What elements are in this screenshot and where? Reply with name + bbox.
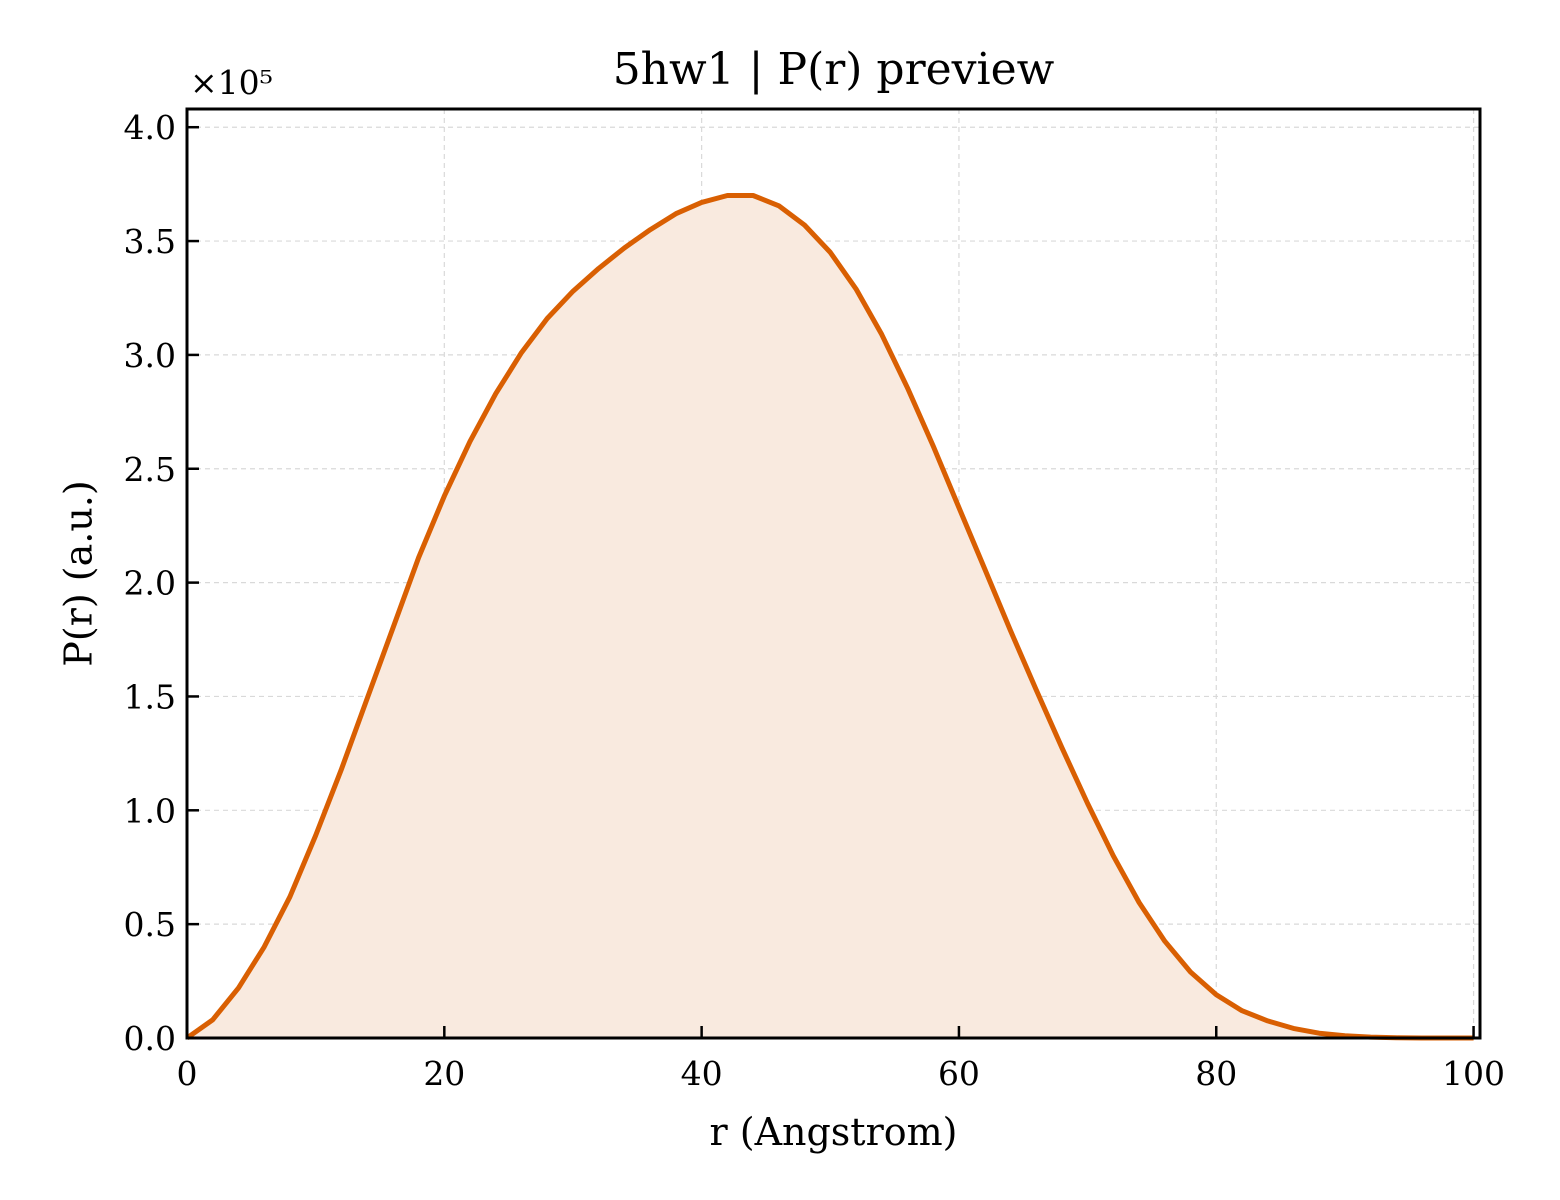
plot-frame <box>185 107 1482 1040</box>
x-tick-label: 0 <box>177 1054 198 1093</box>
y-axis-label: P(r) (a.u.) <box>56 480 100 666</box>
x-axis-label: r (Angstrom) <box>710 1110 958 1154</box>
y-offset-label: ×10⁵ <box>190 63 273 102</box>
chart-title: 5hw1 | P(r) preview <box>613 44 1055 95</box>
x-tick-label: 40 <box>681 1054 723 1093</box>
series-line <box>185 193 1474 1041</box>
ticks: 0 20 40 60 80 100 0.0 0.5 1.0 1.5 2.0 2.5 3.0 3.5 4.0 <box>124 108 1506 1093</box>
y-tick-label: 1.0 <box>124 791 176 830</box>
x-tick-label: 60 <box>938 1054 980 1093</box>
y-tick-label: 2.0 <box>124 564 176 603</box>
y-tick-label: 0.0 <box>124 1019 176 1058</box>
x-tick-label: 80 <box>1195 1054 1237 1093</box>
y-tick-label: 1.5 <box>124 677 176 716</box>
x-tick-label: 20 <box>423 1054 465 1093</box>
y-tick-label: 3.5 <box>124 222 176 261</box>
series-area-fill <box>187 195 1474 1038</box>
y-tick-label: 4.0 <box>124 108 176 147</box>
y-tick-label: 0.5 <box>124 905 176 944</box>
x-tick-label: 100 <box>1442 1054 1505 1093</box>
y-tick-label: 3.0 <box>124 336 176 375</box>
y-tick-label: 2.5 <box>124 450 176 489</box>
